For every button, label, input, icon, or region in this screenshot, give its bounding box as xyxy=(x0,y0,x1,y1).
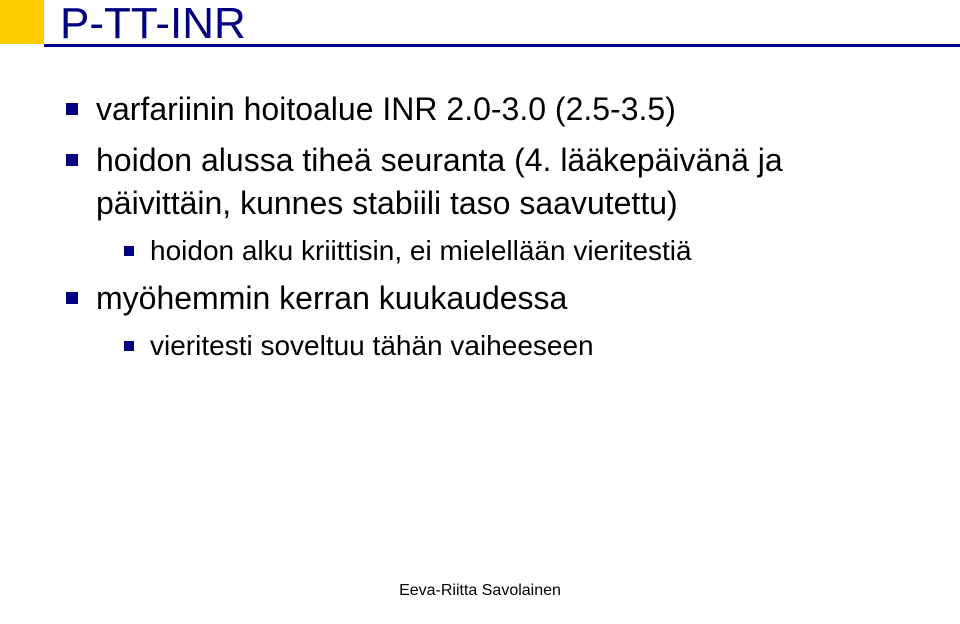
footer-author: Eeva-Riitta Savolainen xyxy=(0,582,960,600)
corner-accent-square xyxy=(0,0,44,44)
bullet-item: hoidon alussa tiheä seuranta (4. lääkepä… xyxy=(60,139,920,225)
bullet-sub-item: vieritesti soveltuu tähän vaiheeseen xyxy=(120,327,920,365)
slide: P-TT-INR varfariinin hoitoalue INR 2.0-3… xyxy=(0,0,960,624)
slide-content: varfariinin hoitoalue INR 2.0-3.0 (2.5-3… xyxy=(60,80,920,364)
bullet-item: myöhemmin kerran kuukaudessa xyxy=(60,277,920,320)
bullet-item: varfariinin hoitoalue INR 2.0-3.0 (2.5-3… xyxy=(60,88,920,131)
bullet-sub-item: hoidon alku kriittisin, ei mielellään vi… xyxy=(120,232,920,270)
slide-title: P-TT-INR xyxy=(60,0,246,48)
